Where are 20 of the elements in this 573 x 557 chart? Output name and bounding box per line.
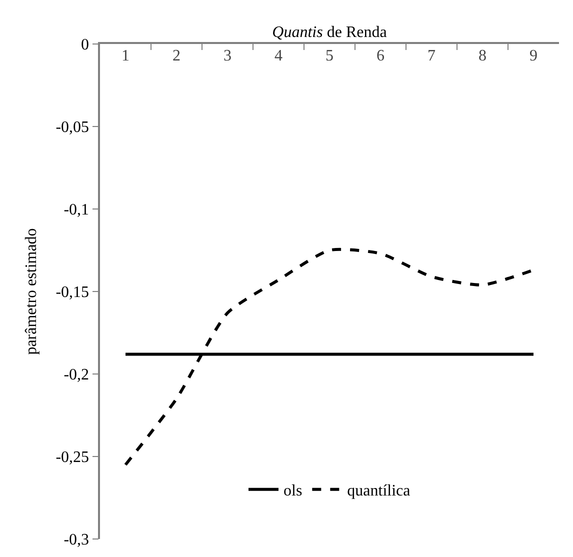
x-tick-label: 9 [530,48,538,65]
y-tick-label: 0 [81,36,90,54]
y-tick-label: -0,25 [56,449,90,466]
y-tick-label: -0,1 [64,202,90,219]
x-tick-label: 3 [224,48,232,65]
x-tick-label: 7 [428,48,436,65]
y-tick-label: -0,3 [64,532,90,549]
x-tick-label: 4 [274,48,282,65]
x-tick-label: 6 [376,48,384,65]
x-axis-title: Quantis de Renda [272,24,387,42]
legend-label: quantílica [347,482,410,500]
x-tick-label: 8 [478,48,486,65]
y-tick-label: -0,2 [64,366,90,384]
x-tick-label: 5 [326,48,334,65]
y-tick-label: -0,15 [56,284,90,302]
x-tick-label: 1 [122,48,130,65]
y-tick-label: -0,05 [56,119,90,136]
legend-label: ols [284,482,302,500]
y-axis-title: parâmetro estimado [23,228,40,355]
x-tick-label: 2 [172,48,180,65]
